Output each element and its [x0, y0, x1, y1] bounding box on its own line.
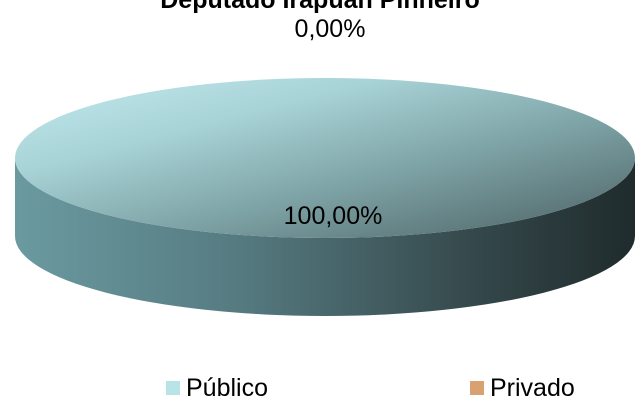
legend-entry-privado: Privado [470, 374, 575, 402]
chart-title: Deputado Irapuan Pinheiro [160, 0, 480, 14]
legend-swatch-privado [470, 381, 484, 395]
data-label-privado: 0,00% [295, 15, 366, 43]
pie-slice-publico [15, 78, 635, 316]
legend-swatch-publico [166, 381, 180, 395]
legend-label-privado: Privado [490, 373, 575, 402]
data-label-publico: 100,00% [284, 202, 383, 230]
pie-slice-top-publico [15, 78, 635, 238]
pie-slice-side-publico [15, 158, 635, 316]
legend-entry-publico: Público [166, 374, 268, 402]
legend-label-publico: Público [186, 373, 268, 402]
